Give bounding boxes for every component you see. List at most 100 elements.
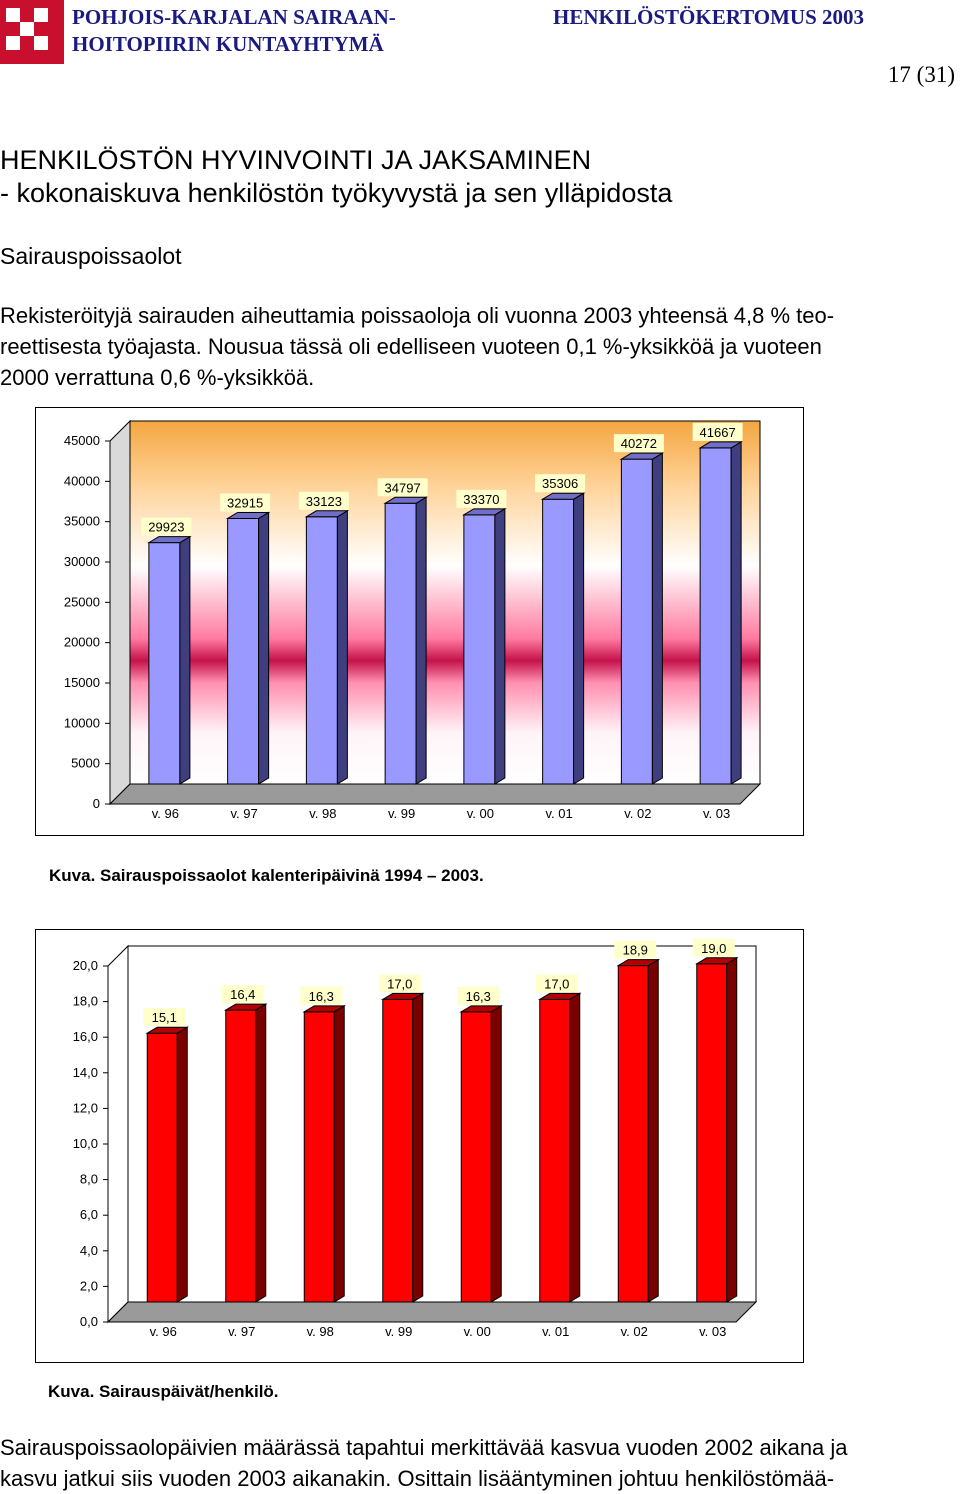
- data-label-box: [141, 517, 192, 536]
- bar: [148, 542, 181, 785]
- y-tick-label: 35000: [64, 514, 100, 529]
- chart-floor: [108, 783, 762, 805]
- bar-side: [415, 496, 427, 785]
- chart-side-wall: [109, 419, 131, 806]
- bar-side: [333, 1004, 345, 1303]
- bar: [620, 458, 653, 785]
- x-tick-label: v. 96: [152, 806, 179, 821]
- x-tick-label: v. 03: [703, 806, 730, 821]
- chart-back-wall: [129, 420, 761, 785]
- closing-paragraph: Sairauspoissaolopäivien määrässä tapahtu…: [0, 1432, 958, 1494]
- data-label: 34797: [385, 480, 421, 495]
- data-label: 19,0: [701, 941, 726, 956]
- data-label-box: [535, 474, 586, 493]
- y-tick-label: 40000: [64, 473, 100, 488]
- x-tick-label: v. 99: [385, 1324, 412, 1339]
- y-tick-label: 20000: [64, 635, 100, 650]
- bar: [460, 1011, 492, 1303]
- intro-paragraph-line3: 2000 verrattuna 0,6 %-yksikköä.: [0, 365, 315, 390]
- bar: [382, 998, 414, 1303]
- chart-side-wall: [107, 944, 129, 1324]
- bar: [617, 965, 649, 1303]
- data-label-box: [535, 974, 578, 993]
- bar-side: [490, 1004, 502, 1303]
- sick-days-per-person-chart-svg: 0,0 2,0 4,0 6,0 8,0 10,0 12,0 14,0 16,0 18,0 20,0 1…: [73, 938, 758, 1339]
- bar-side: [726, 956, 738, 1303]
- sick-leave-days-chart-svg: 0 5000 10000 15000 20000 25000 30000 35000 40000…: [64, 419, 762, 821]
- document-title: HENKILÖSTÖKERTOMUS 2003: [553, 5, 865, 29]
- data-label: 16,4: [230, 987, 255, 1002]
- x-tick-label: v. 02: [621, 1324, 648, 1339]
- y-tick-label: 25000: [64, 594, 100, 609]
- subheading-sick-leave: Sairauspoissaolot: [0, 243, 182, 269]
- data-label-box: [456, 489, 507, 508]
- y-tick-label: 16,0: [73, 1029, 98, 1044]
- intro-paragraph-line2: reettisesta työajasta. Nousua tässä oli …: [0, 334, 822, 359]
- x-tick-label: v. 96: [150, 1324, 177, 1339]
- y-tick-label: 20,0: [73, 958, 98, 973]
- x-tick-label: v. 98: [309, 806, 336, 821]
- data-label: 17,0: [387, 976, 412, 991]
- bar-top: [380, 992, 425, 1000]
- x-tick-label: v. 00: [464, 1324, 491, 1339]
- bar-top: [616, 959, 661, 967]
- data-label: 16,3: [309, 989, 334, 1004]
- data-label: 17,0: [544, 976, 569, 991]
- data-label: 32915: [227, 495, 263, 510]
- bar-side: [176, 1026, 188, 1303]
- x-tick-label: v. 97: [228, 1324, 255, 1339]
- bar-side: [651, 452, 663, 785]
- bar: [305, 516, 338, 785]
- data-label: 29923: [148, 520, 184, 535]
- bar-top: [698, 441, 743, 449]
- bar-side: [730, 441, 742, 785]
- x-tick-label: v. 98: [307, 1324, 334, 1339]
- bar-top: [302, 1005, 347, 1013]
- x-tick-label: v. 02: [624, 806, 651, 821]
- data-label-box: [300, 986, 343, 1005]
- organization-name-line1: POHJOIS-KARJALAN SAIRAAN-: [72, 5, 396, 29]
- bar-top: [462, 508, 507, 516]
- y-tick-label: 45000: [64, 433, 100, 448]
- chart2-caption: Kuva. Sairauspäivät/henkilö.: [48, 1382, 279, 1401]
- data-label: 41667: [700, 425, 736, 440]
- y-tick-label: 4,0: [80, 1243, 98, 1258]
- y-tick-label: 10000: [64, 715, 100, 730]
- bar: [539, 998, 571, 1303]
- data-label-box: [692, 422, 743, 441]
- bar-side: [573, 492, 585, 785]
- bar-side: [647, 958, 659, 1303]
- y-tick-label: 30000: [64, 554, 100, 569]
- data-label: 18,9: [623, 943, 648, 958]
- bar-side: [336, 509, 348, 785]
- data-label-box: [457, 986, 500, 1005]
- chart1-caption: Kuva. Sairauspoissaolot kalenteripäivinä…: [49, 866, 484, 885]
- bar-side: [412, 992, 424, 1303]
- data-label: 35306: [542, 476, 578, 491]
- x-tick-label: v. 03: [699, 1324, 726, 1339]
- bar: [463, 514, 496, 785]
- bar-top: [147, 536, 192, 544]
- bar-side: [494, 507, 506, 785]
- bar: [699, 447, 732, 785]
- y-tick-label: 5000: [71, 756, 100, 771]
- bar: [146, 1032, 178, 1303]
- bar-top: [459, 1005, 504, 1013]
- organization-name-line2: HOITOPIIRIN KUNTAYHTYMÄ: [72, 32, 384, 56]
- bar: [303, 1011, 335, 1303]
- bar-top: [694, 957, 739, 965]
- data-label-box: [298, 491, 349, 510]
- x-tick-label: v. 00: [467, 806, 494, 821]
- data-label: 40272: [621, 436, 657, 451]
- intro-paragraph-line1: Rekisteröityjä sairauden aiheuttamia poi…: [0, 303, 835, 328]
- bar: [225, 1009, 257, 1303]
- page-number: 17 (31): [887, 62, 955, 87]
- bar-side: [255, 1003, 267, 1303]
- bar-top: [540, 492, 586, 500]
- organization-logo: [0, 0, 64, 64]
- data-label: 33123: [306, 494, 342, 509]
- data-label-box: [613, 434, 664, 453]
- data-label: 15,1: [152, 1010, 177, 1025]
- data-label: 16,3: [466, 989, 491, 1004]
- chart-floor: [106, 1301, 758, 1323]
